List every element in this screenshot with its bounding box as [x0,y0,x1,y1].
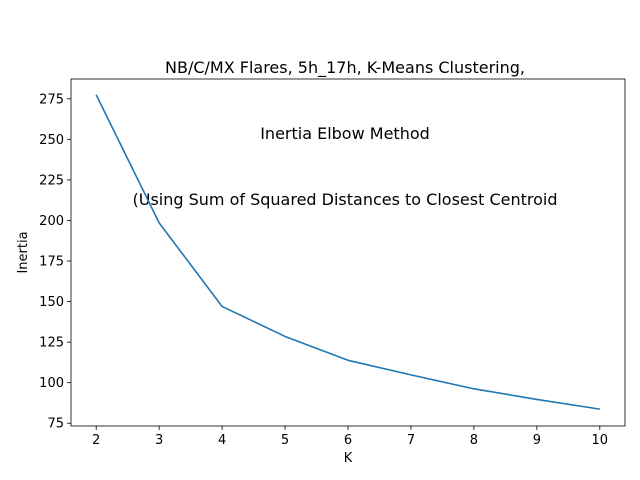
y-tick-label: 150 [39,295,64,310]
y-tick-label: 250 [39,133,64,148]
x-tick-label: 7 [407,433,415,448]
y-tick-label: 125 [39,336,64,351]
title-line-2: Inertia Elbow Method [260,124,430,143]
series-line-0 [95,94,600,410]
y-tick-label: 200 [39,214,64,229]
y-tick-label: 175 [39,255,64,270]
y-tick-label: 75 [47,417,64,432]
series-group [95,94,600,410]
y-axis-label: Inertia [16,231,31,273]
y-tick-label: 225 [39,173,64,188]
axes-frame [70,78,626,427]
x-tick-label: 8 [470,433,478,448]
x-tick-label: 9 [533,433,541,448]
y-axis-ticks: 75 100 125 150 175 200 225 250 275 [39,92,71,432]
x-axis-label: K [344,451,353,466]
x-tick-label: 2 [92,433,100,448]
x-tick-label: 4 [218,433,226,448]
plot-frame [70,78,626,427]
y-tick-label: 275 [39,92,64,107]
x-tick-label: 3 [155,433,163,448]
x-tick-label: 6 [344,433,352,448]
x-axis-ticks: 2 3 4 5 6 7 8 9 10 [92,426,608,448]
x-tick-label: 10 [592,433,609,448]
x-tick-label: 5 [281,433,289,448]
title-line-1: NB/C/MX Flares, 5h_17h, K-Means Clusteri… [165,58,525,77]
y-tick-label: 100 [39,376,64,391]
